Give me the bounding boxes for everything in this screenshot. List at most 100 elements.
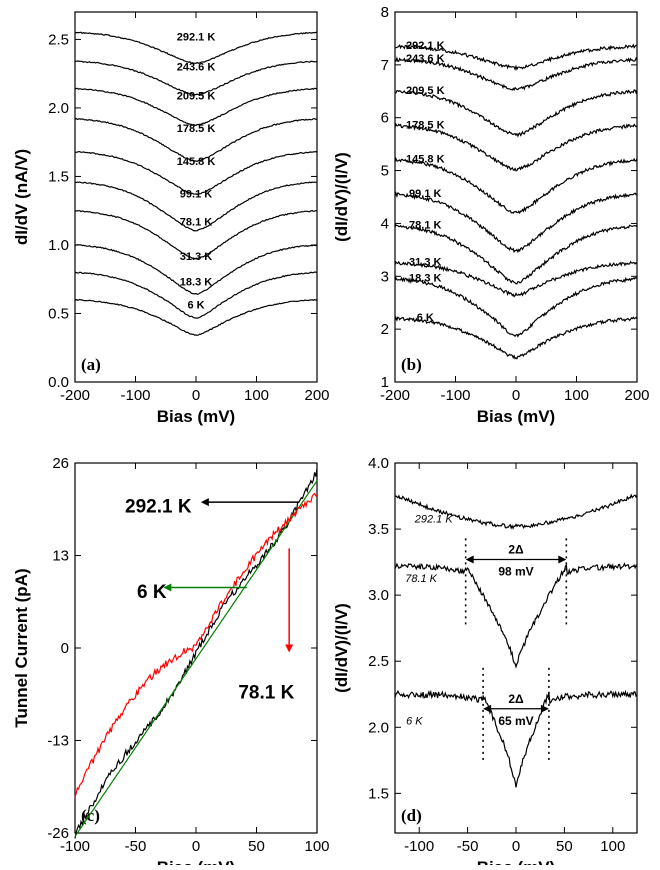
x-tick-label: -100	[440, 387, 470, 404]
series-label: 78.1 K	[409, 220, 441, 232]
y-tick-label: 5	[381, 163, 389, 180]
series-line	[74, 480, 318, 837]
arrow-head	[285, 644, 294, 653]
series-label: 178.5 K	[177, 123, 216, 135]
series-line	[394, 562, 638, 669]
y-tick-label: 0.0	[48, 374, 69, 391]
gap-value: 65 mV	[498, 714, 533, 728]
series-label: 31.3 K	[180, 251, 212, 263]
series-label: 178.5 K	[406, 119, 445, 131]
panel-label: (b)	[401, 355, 422, 374]
arrow-head	[483, 704, 492, 713]
series-label: 99.1 K	[409, 188, 441, 200]
y-tick-label: 1.5	[48, 168, 69, 185]
series-line	[394, 276, 638, 338]
y-tick-label: 2.0	[48, 100, 69, 117]
y-axis-label: (dI/dV)/(I/V)	[332, 152, 351, 242]
x-tick-label: -50	[125, 838, 147, 855]
y-tick-label: 7	[381, 57, 389, 74]
panel-label: (d)	[401, 806, 422, 825]
series-label: 145.8 K	[177, 156, 216, 168]
series-line	[74, 60, 318, 96]
y-tick-label: 2.0	[368, 719, 389, 736]
y-tick-label: 2.5	[48, 31, 69, 48]
series-line	[74, 244, 318, 295]
y-tick-label: 1.5	[368, 785, 389, 802]
y-tick-label: 4.0	[368, 455, 389, 472]
series-line	[74, 492, 318, 798]
x-tick-label: 50	[556, 838, 573, 855]
y-axis-label: (dI/dV)/(I/V)	[332, 603, 351, 693]
gap-label: 2Δ	[508, 542, 524, 556]
series-line	[394, 89, 638, 138]
series-label: 99.1 K	[180, 188, 212, 200]
series-line	[74, 209, 318, 260]
annotation-label: 292.1 K	[125, 497, 192, 518]
annotation-label: 6 K	[137, 582, 167, 603]
y-tick-label: 0.5	[48, 305, 69, 322]
series-label: 292.1 K	[177, 32, 216, 44]
arrow-head	[540, 704, 549, 713]
annotation-label: 78.1 K	[238, 683, 294, 704]
series-label: 243.6 K	[177, 62, 216, 74]
y-tick-label: 1	[381, 374, 389, 391]
series-line	[394, 689, 638, 788]
x-axis-label: Bias (mV)	[157, 858, 235, 865]
y-axis-label: dI/dV (nA/V)	[12, 149, 31, 245]
panel-a: -200 -100 0 100 200 0.0 0.5 1.0 1.5 2.0 2.5 Bias (m…	[12, 11, 330, 426]
x-tick-label: -50	[457, 838, 479, 855]
gap-label: 2Δ	[508, 692, 524, 706]
x-tick-label: 100	[564, 387, 589, 404]
x-tick-label: 0	[192, 387, 200, 404]
series-label: 6 K	[187, 299, 204, 311]
series-label: 18.3 K	[180, 276, 212, 288]
panel-label: (c)	[81, 806, 100, 825]
series-line	[74, 87, 318, 127]
series-label: 18.3 K	[409, 273, 441, 285]
series-label: 145.8 K	[406, 154, 445, 166]
y-tick-label: 2.5	[368, 653, 389, 670]
x-tick-label: 200	[624, 387, 649, 404]
panel-label: (a)	[81, 355, 101, 374]
x-tick-label: 100	[304, 838, 329, 855]
arrow-head	[465, 555, 474, 564]
x-tick-label: -200	[60, 387, 90, 404]
series-label: 243.6 K	[406, 53, 445, 65]
series-label: 209.5 K	[406, 85, 445, 97]
arrow-head	[163, 583, 172, 592]
series-line	[74, 298, 318, 336]
series-line	[74, 271, 318, 319]
gap-value: 98 mV	[498, 564, 533, 578]
series-label: 209.5 K	[177, 90, 216, 102]
panel-d: -100 -50 0 50 100 1.5 2.0 2.5 3.0 3.5 4.0 Bias (mV)…	[332, 455, 638, 870]
x-axis-label: Bias (mV)	[477, 407, 555, 426]
x-tick-label: 50	[248, 838, 265, 855]
series-line	[394, 224, 638, 285]
series-line	[394, 191, 637, 254]
series-line	[394, 122, 638, 172]
series-line	[74, 31, 318, 65]
x-axis-label: Bias (mV)	[477, 858, 555, 865]
series-line	[74, 181, 318, 232]
x-tick-label: -100	[120, 387, 150, 404]
x-tick-label: -100	[404, 838, 434, 855]
y-tick-label: 3.5	[368, 521, 389, 538]
x-tick-label: -200	[380, 387, 410, 404]
y-tick-label: 1.0	[48, 237, 69, 254]
y-tick-label: 2	[381, 321, 389, 338]
x-tick-label: 0	[192, 838, 200, 855]
y-tick-label: 3.0	[368, 587, 389, 604]
y-tick-label: 0	[61, 640, 69, 657]
y-tick-label: 6	[381, 110, 389, 127]
series-label: 31.3 K	[409, 257, 441, 269]
y-tick-label: 26	[52, 455, 69, 472]
plot-frame	[74, 462, 318, 834]
series-label: 6 K	[417, 312, 434, 324]
series-label: 292.1 K	[406, 40, 445, 52]
y-tick-label: -26	[47, 825, 69, 842]
y-tick-label: -13	[47, 733, 69, 750]
y-tick-label: 3	[381, 268, 389, 285]
panel-c: -100 -50 0 50 100 -26 -13 0 13 26 Bias (mV) Tunnel …	[12, 455, 330, 870]
series-line	[395, 56, 638, 92]
